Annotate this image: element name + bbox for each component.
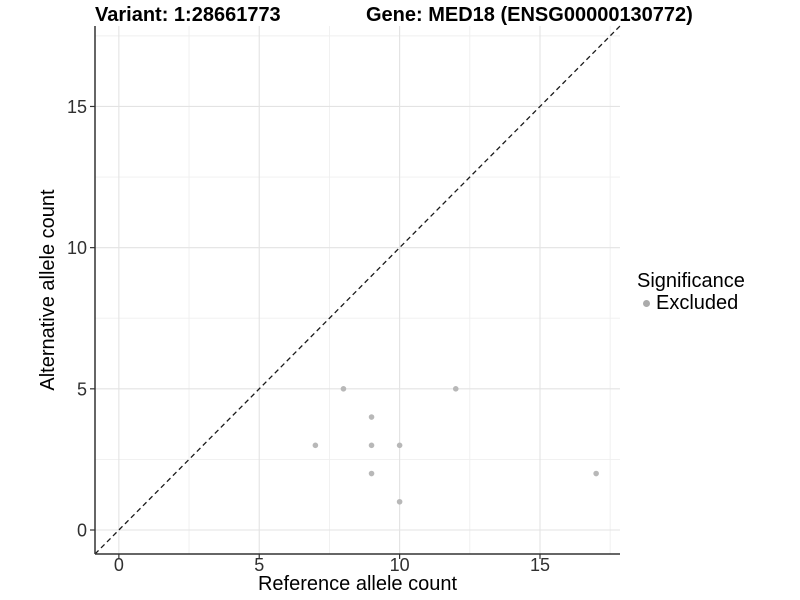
legend-entry-excluded: Excluded [637, 292, 745, 314]
data-point [312, 442, 319, 449]
data-point [368, 414, 375, 420]
data-point [340, 386, 347, 392]
y-tick-label: 5 [77, 379, 87, 399]
legend-title: Significance [637, 270, 745, 292]
data-point [368, 442, 375, 449]
x-tick-label: 10 [390, 555, 410, 575]
y-tick-label: 0 [77, 521, 87, 541]
y-tick-label: 15 [67, 97, 87, 117]
plot-title-variant: Variant: 1:28661773 [95, 4, 281, 26]
data-point [396, 498, 403, 505]
legend: Significance Excluded [637, 270, 745, 314]
identity-line [94, 25, 621, 555]
x-axis-title: Reference allele count [257, 573, 457, 595]
data-point [593, 470, 599, 477]
data-point [452, 386, 459, 392]
x-tick-label: 0 [114, 555, 124, 575]
x-tick-label: 15 [530, 555, 550, 575]
legend-point-icon [643, 300, 650, 307]
legend-entry-label: Excluded [656, 292, 739, 314]
x-tick-label: 5 [254, 555, 264, 575]
plot-title-gene: Gene: MED18 (ENSG00000130772) [366, 4, 693, 26]
y-tick-label: 10 [67, 238, 87, 258]
data-point [396, 442, 403, 449]
data-point [368, 470, 375, 477]
y-axis-title: Alternative allele count [37, 189, 59, 391]
